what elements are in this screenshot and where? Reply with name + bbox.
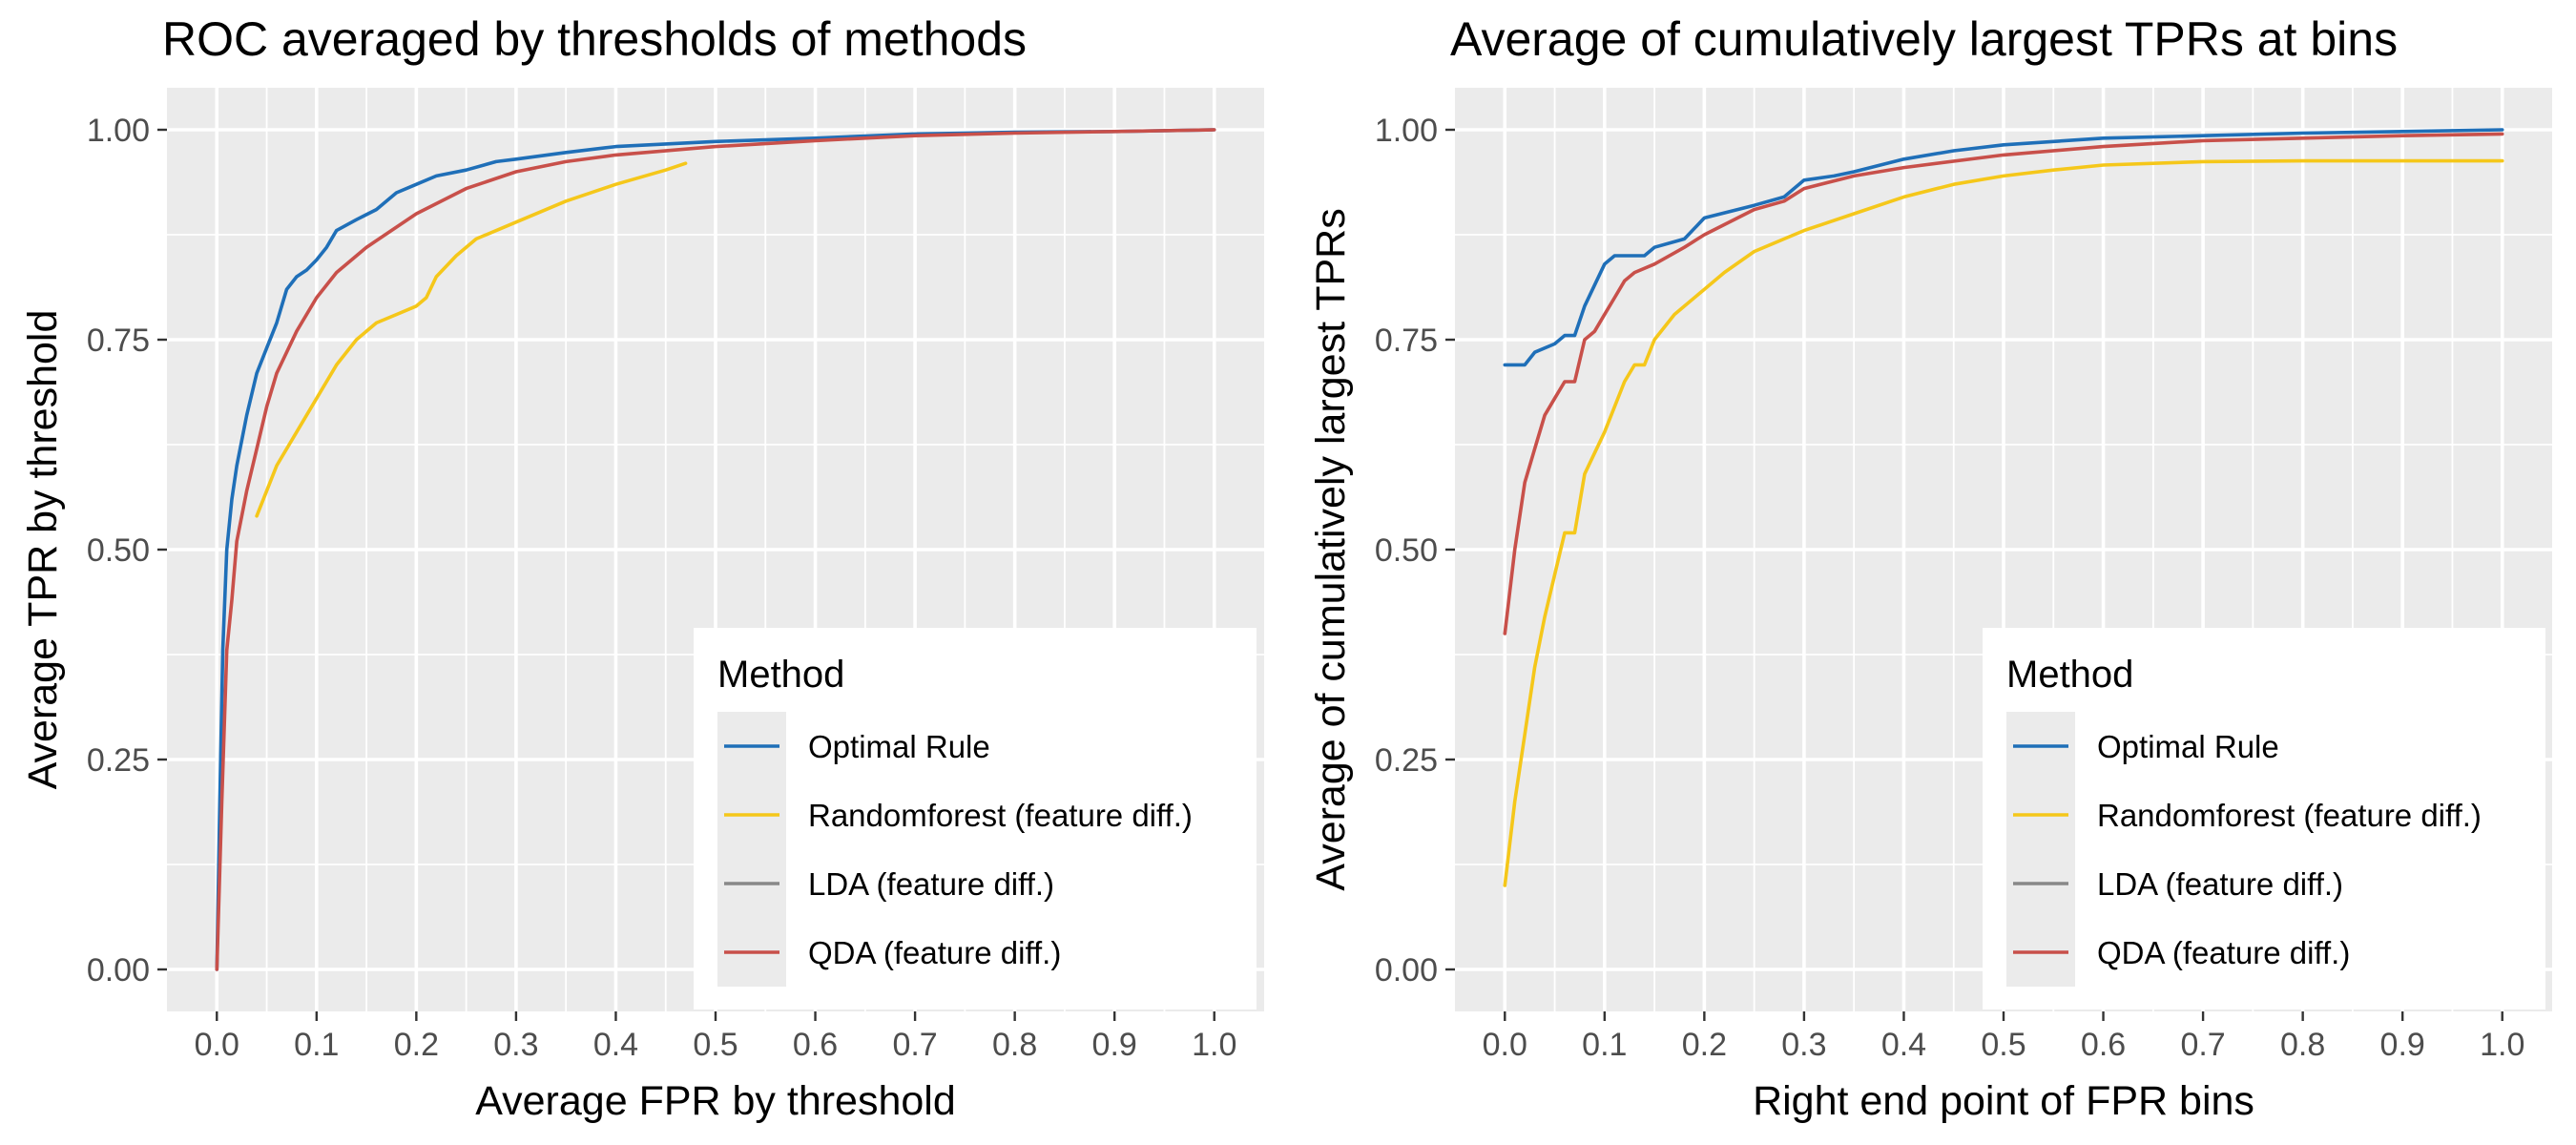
legend: Method Optimal Rule Randomforest (feature … (694, 628, 1257, 1010)
chart-title: Average of cumulatively largest TPRs at … (1450, 12, 2398, 66)
x-tick-label: 0.8 (992, 1027, 1037, 1063)
y-tick-label: 0.25 (87, 742, 150, 779)
legend-title: Method (2006, 654, 2133, 696)
legend: Method Optimal Rule Randomforest (feature … (1983, 628, 2545, 1010)
x-tick-label: 0.1 (1582, 1027, 1627, 1063)
chart-panel-2: 0.00 0.25 0.50 0.75 1.00 0.0 0.1 0.2 0.3 0.4 0.5 0.… (1308, 12, 2552, 1124)
axis-ticks: 0.00 0.25 0.50 0.75 1.00 0.0 0.1 0.2 0.3 0.4 0.5 0.… (87, 113, 1237, 1063)
y-tick-label: 0.75 (87, 323, 150, 359)
x-tick-label: 0.6 (793, 1027, 838, 1063)
x-axis-title: Right end point of FPR bins (1753, 1078, 2254, 1124)
x-axis-title: Average FPR by threshold (475, 1078, 956, 1124)
x-tick-label: 1.0 (1192, 1027, 1236, 1063)
x-tick-label: 0.2 (394, 1027, 439, 1063)
series-line (215, 128, 1216, 971)
y-tick-label: 1.00 (87, 113, 150, 149)
legend-label: LDA (feature diff.) (2097, 866, 2343, 902)
y-axis-title: Average of cumulatively largest TPRs (1308, 208, 1354, 890)
y-tick-label: 1.00 (1375, 113, 1438, 149)
y-tick-label: 0.75 (1375, 323, 1438, 359)
x-tick-label: 0.4 (593, 1027, 638, 1063)
legend-title: Method (717, 654, 844, 696)
x-tick-label: 0.9 (2380, 1027, 2425, 1063)
x-tick-label: 0.9 (1092, 1027, 1137, 1063)
series-group (215, 128, 1216, 971)
series-line (1503, 158, 2504, 887)
series-line (215, 128, 1216, 971)
legend-label: Randomforest (feature diff.) (808, 798, 1193, 833)
series-line (255, 161, 688, 518)
x-tick-label: 0.4 (1881, 1027, 1926, 1063)
series-group (1503, 128, 2504, 887)
series-line (1503, 128, 2504, 367)
x-tick-label: 0.5 (693, 1027, 737, 1063)
y-tick-label: 0.50 (87, 532, 150, 569)
chart-title: ROC averaged by thresholds of methods (162, 12, 1027, 66)
x-tick-label: 0.5 (1981, 1027, 2025, 1063)
y-tick-label: 0.50 (1375, 532, 1438, 569)
x-tick-label: 0.7 (2180, 1027, 2225, 1063)
x-tick-label: 0.6 (2081, 1027, 2126, 1063)
legend-label: QDA (feature diff.) (2097, 935, 2350, 970)
x-tick-label: 0.0 (1483, 1027, 1527, 1063)
y-tick-label: 0.00 (87, 952, 150, 989)
legend-label: Randomforest (feature diff.) (2097, 798, 2482, 833)
x-tick-label: 0.1 (294, 1027, 339, 1063)
x-tick-label: 1.0 (2480, 1027, 2524, 1063)
x-tick-label: 0.3 (493, 1027, 538, 1063)
chart-panel-1: 0.00 0.25 0.50 0.75 1.00 0.0 0.1 0.2 0.3 0.4 0.5 0.… (20, 12, 1264, 1124)
x-tick-label: 0.7 (892, 1027, 937, 1063)
x-tick-label: 0.3 (1781, 1027, 1826, 1063)
legend-label: QDA (feature diff.) (808, 935, 1061, 970)
legend-background (1983, 628, 2545, 1010)
y-tick-label: 0.25 (1375, 742, 1438, 779)
axis-ticks: 0.00 0.25 0.50 0.75 1.00 0.0 0.1 0.2 0.3 0.4 0.5 0.… (1375, 113, 2525, 1063)
series-line (1503, 132, 2504, 635)
x-tick-label: 0.0 (195, 1027, 239, 1063)
legend-label: LDA (feature diff.) (808, 866, 1054, 902)
x-tick-label: 0.2 (1682, 1027, 1727, 1063)
y-tick-label: 0.00 (1375, 952, 1438, 989)
legend-label: Optimal Rule (808, 729, 990, 764)
legend-background (694, 628, 1257, 1010)
x-tick-label: 0.8 (2280, 1027, 2325, 1063)
legend-label: Optimal Rule (2097, 729, 2279, 764)
y-axis-title: Average TPR by threshold (20, 310, 66, 790)
